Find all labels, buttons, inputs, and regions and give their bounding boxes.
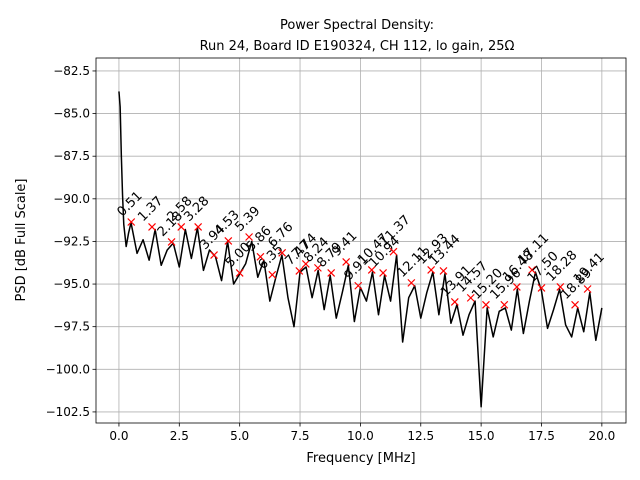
plot-frame [95, 57, 627, 424]
chart-title: Run 24, Board ID E190324, CH 112, lo gai… [200, 39, 515, 54]
peak-marker [301, 260, 310, 268]
line [118, 91, 603, 408]
x-tick-label: 17.5 [528, 429, 555, 443]
peak-marker [327, 269, 336, 277]
peak-marker [367, 265, 376, 274]
peak-marker [379, 269, 388, 277]
peak-marker [148, 223, 156, 231]
x-tick-label: 10.0 [347, 429, 374, 443]
peak-marker [439, 267, 448, 275]
peak-marker [278, 248, 287, 257]
x-tick-label: 15.0 [468, 429, 495, 443]
x-tick-label: 5.0 [230, 429, 249, 443]
peak-marker [427, 265, 436, 274]
peak-marker [194, 223, 203, 231]
x-tick-label: 7.5 [290, 429, 309, 443]
peak-marker [583, 285, 592, 293]
peak-marker [500, 300, 509, 309]
y-tick-label: −82.5 [53, 64, 90, 78]
y-tick-label: −100.0 [46, 362, 90, 376]
x-tick-label: 0.0 [109, 429, 128, 443]
peak-marker [235, 269, 244, 277]
y-axis-label: PSD [dB Full Scale] [14, 178, 29, 301]
peak-marker [466, 293, 475, 302]
peak-marker [127, 218, 136, 226]
peak-marker [571, 300, 579, 309]
y-tick-label: −102.5 [46, 405, 90, 419]
x-tick-label: 12.5 [407, 429, 434, 443]
peak-marker [177, 223, 186, 231]
peak-marker [389, 247, 398, 256]
y-tick-label: −85.0 [53, 107, 90, 121]
y-tick-label: −97.5 [53, 320, 90, 334]
peak-marker [256, 252, 265, 261]
peak-label: 6.76 [265, 220, 296, 251]
y-tick-label: −95.0 [53, 277, 90, 291]
peak-marker [407, 278, 416, 287]
peak-marker [528, 265, 536, 274]
y-tick-label: −90.0 [53, 192, 90, 206]
peak-marker [210, 251, 218, 260]
peak-marker [295, 267, 304, 275]
x-axis-label: Frequency [MHz] [306, 451, 415, 466]
chart-title: Power Spectral Density: [280, 18, 434, 33]
y-tick-label: −87.5 [53, 149, 90, 163]
peak-marker [556, 283, 565, 291]
peak-marker [512, 283, 521, 291]
peak-marker [354, 281, 363, 290]
peak-marker [313, 263, 322, 272]
x-tick-label: 2.5 [170, 429, 189, 443]
peak-marker [224, 237, 233, 245]
y-tick-label: −92.5 [53, 234, 90, 248]
peak-marker [245, 233, 254, 241]
peak-marker [450, 298, 459, 306]
peak-marker [167, 238, 176, 246]
peak-marker [482, 300, 490, 309]
peak-marker [342, 257, 351, 266]
peak-marker [537, 284, 546, 292]
x-tick-label: 20.0 [588, 429, 615, 443]
peak-marker [268, 270, 277, 279]
